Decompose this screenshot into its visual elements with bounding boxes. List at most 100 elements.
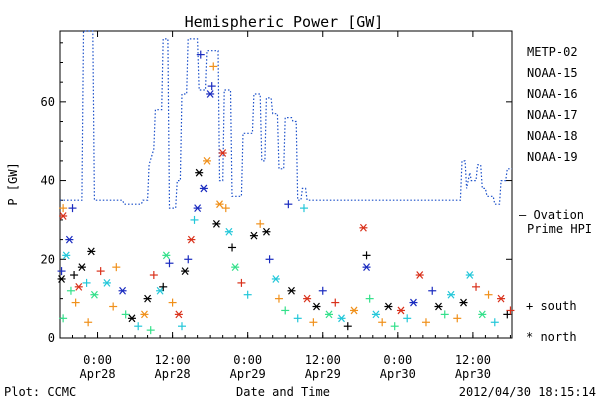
data-point bbox=[403, 314, 412, 323]
data-point bbox=[231, 263, 240, 272]
data-point bbox=[271, 275, 280, 283]
data-point bbox=[57, 275, 66, 283]
data-point bbox=[203, 156, 212, 165]
x-tick-label-time: 0:00 bbox=[83, 353, 112, 367]
data-point bbox=[284, 200, 293, 209]
legend-entry: NOAA-16 bbox=[527, 87, 578, 101]
data-point bbox=[299, 204, 308, 213]
marker-key-north: * north bbox=[526, 330, 577, 344]
x-tick-label-date: Apr29 bbox=[230, 367, 266, 381]
data-point bbox=[149, 271, 158, 280]
data-point bbox=[218, 149, 227, 157]
data-point bbox=[127, 314, 136, 323]
data-point bbox=[199, 184, 208, 193]
x-tick-label-date: Apr28 bbox=[155, 367, 191, 381]
data-point bbox=[265, 255, 274, 264]
data-point bbox=[96, 267, 105, 276]
data-point bbox=[190, 215, 199, 224]
marker-key-south: + south bbox=[526, 299, 577, 313]
data-point bbox=[143, 294, 152, 303]
data-point bbox=[343, 322, 352, 331]
data-point bbox=[490, 318, 499, 327]
data-point bbox=[362, 251, 371, 260]
data-point bbox=[195, 168, 204, 177]
data-point bbox=[453, 314, 462, 323]
data-point bbox=[459, 298, 468, 307]
data-points bbox=[57, 50, 515, 335]
data-point bbox=[228, 243, 237, 252]
data-point bbox=[484, 290, 493, 299]
data-point bbox=[237, 278, 246, 287]
data-point bbox=[82, 278, 91, 287]
x-axis: 0:00Apr2812:00Apr280:00Apr2912:00Apr290:… bbox=[72, 31, 511, 381]
data-point bbox=[415, 271, 424, 279]
y-axis-label: P [GW] bbox=[6, 162, 20, 205]
data-point bbox=[312, 302, 321, 311]
data-point bbox=[378, 318, 387, 327]
legend-entry: NOAA-18 bbox=[527, 129, 578, 143]
data-point bbox=[181, 267, 190, 275]
data-point bbox=[497, 294, 506, 303]
data-point bbox=[472, 282, 481, 291]
data-point bbox=[440, 310, 449, 319]
data-point bbox=[57, 267, 66, 276]
x-tick-label-time: 0:00 bbox=[233, 353, 262, 367]
x-tick-label-time: 0:00 bbox=[383, 353, 412, 367]
data-point bbox=[121, 310, 130, 319]
data-point bbox=[118, 286, 127, 295]
data-point bbox=[293, 314, 302, 323]
data-point bbox=[66, 286, 75, 295]
data-point bbox=[359, 223, 368, 232]
data-point bbox=[206, 90, 215, 98]
data-point bbox=[215, 200, 224, 209]
data-point bbox=[59, 314, 68, 323]
data-point bbox=[281, 306, 290, 315]
y-axis: 0 20 40 60 bbox=[41, 42, 512, 345]
data-point bbox=[77, 263, 86, 272]
data-point bbox=[421, 318, 430, 327]
data-point bbox=[390, 322, 399, 331]
data-point bbox=[165, 259, 174, 268]
plot-timestamp: 2012/04/30 18:15:14 bbox=[459, 385, 596, 399]
chart-title: Hemispheric Power [GW] bbox=[185, 13, 384, 31]
data-point bbox=[207, 82, 216, 91]
data-point bbox=[84, 318, 93, 327]
data-point bbox=[184, 255, 193, 264]
x-tick-label-date: Apr29 bbox=[305, 367, 341, 381]
x-tick-label-time: 12:00 bbox=[455, 353, 491, 367]
data-point bbox=[434, 302, 443, 311]
legend-entry: METP-02 bbox=[527, 45, 578, 59]
data-point bbox=[274, 294, 283, 303]
data-point bbox=[478, 310, 487, 319]
data-point bbox=[447, 290, 456, 299]
data-point bbox=[59, 204, 68, 213]
y-tick-label: 20 bbox=[41, 252, 55, 266]
data-point bbox=[212, 219, 221, 228]
data-point bbox=[303, 294, 312, 303]
data-point bbox=[350, 306, 359, 315]
data-point bbox=[159, 282, 168, 291]
data-point bbox=[90, 290, 99, 299]
data-point bbox=[384, 302, 393, 311]
data-point bbox=[71, 298, 80, 307]
data-point bbox=[409, 298, 418, 307]
data-point bbox=[102, 279, 111, 287]
y-tick-label: 60 bbox=[41, 95, 55, 109]
data-point bbox=[209, 62, 218, 71]
data-point bbox=[224, 227, 233, 236]
data-point bbox=[371, 310, 380, 319]
data-point bbox=[74, 282, 83, 291]
data-point bbox=[337, 314, 346, 323]
data-point bbox=[428, 286, 437, 295]
data-point bbox=[146, 326, 155, 335]
data-point bbox=[318, 286, 327, 295]
data-point bbox=[249, 231, 258, 240]
data-point bbox=[65, 235, 74, 244]
x-axis-label: Date and Time bbox=[236, 385, 330, 399]
x-tick-label-date: Apr30 bbox=[455, 367, 491, 381]
data-point bbox=[365, 294, 374, 303]
data-point bbox=[287, 286, 296, 295]
x-tick-label-time: 12:00 bbox=[305, 353, 341, 367]
data-point bbox=[196, 50, 205, 59]
